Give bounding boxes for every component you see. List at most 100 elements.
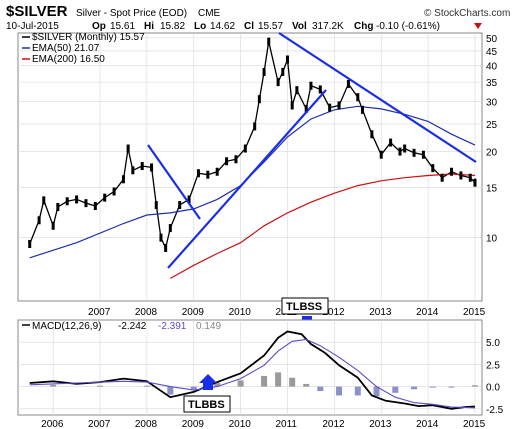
price-bar xyxy=(276,78,280,87)
chg-label: Chg xyxy=(354,21,373,32)
price-x-tick: 2015 xyxy=(463,307,486,318)
legend-ema200: EMA(200) 16.50 xyxy=(32,54,105,65)
price-y-tick: 25 xyxy=(486,120,498,131)
price-y-tick: 15 xyxy=(486,183,498,194)
price-bar xyxy=(253,122,257,131)
price-bar xyxy=(187,195,191,204)
macd-x-tick: 2011 xyxy=(275,419,297,429)
price-bar xyxy=(468,173,472,182)
macd-hist-bar xyxy=(237,380,244,387)
price-bar xyxy=(206,170,210,179)
price-bar xyxy=(370,130,374,139)
price-bar xyxy=(267,37,271,46)
price-y-tick: 30 xyxy=(486,97,498,108)
price-bar xyxy=(196,169,200,178)
legend-price: $SILVER (Monthly) 15.57 xyxy=(32,32,145,43)
macd-x-tick: 2012 xyxy=(322,419,345,429)
price-bar xyxy=(126,144,130,153)
price-bar xyxy=(243,144,247,153)
price-x-tick: 2007 xyxy=(88,307,111,318)
price-bar xyxy=(262,67,266,76)
tlbbs-bottom-box xyxy=(183,395,231,413)
price-bar xyxy=(328,103,332,112)
price-bar xyxy=(473,178,477,187)
cl-value: 15.57 xyxy=(258,21,283,32)
macd-hist-bar xyxy=(317,386,324,392)
macd-value-1: -2.242 xyxy=(118,321,147,332)
price-bar xyxy=(75,195,79,204)
macd-x-tick: 2013 xyxy=(369,419,392,429)
macd-grid xyxy=(18,320,482,415)
price-bar xyxy=(295,86,299,95)
hi-value: 15.82 xyxy=(160,21,185,32)
price-bar xyxy=(304,104,308,113)
legend-ema50: EMA(50) 21.07 xyxy=(32,43,100,54)
macd-value-2: -2.391 xyxy=(158,321,187,332)
price-x-tick: 2013 xyxy=(369,307,392,318)
macd-hist-bar xyxy=(261,375,268,387)
price-bar xyxy=(234,155,238,164)
price-bar xyxy=(150,163,154,172)
tlbbs-bottom-label: TLBBS xyxy=(188,399,225,411)
op-value: 15.61 xyxy=(110,21,135,32)
price-bar xyxy=(215,167,219,176)
price-bar xyxy=(140,162,144,171)
price-bar xyxy=(154,201,158,210)
price-x-tick: 2014 xyxy=(416,307,439,318)
price-y-tick: 20 xyxy=(486,148,498,159)
price-legend: $SILVER (Monthly) 15.57 EMA(50) 21.07 EM… xyxy=(22,32,145,65)
price-x-tick: 2012 xyxy=(322,307,345,318)
series-line-1 xyxy=(29,105,476,259)
price-bar xyxy=(389,138,393,147)
price-bar xyxy=(257,95,261,104)
macd-hist-bar xyxy=(97,385,104,387)
price-bar xyxy=(281,67,285,76)
macd-label: MACD(12,26,9) -2.242 -2.391 0.149 xyxy=(22,321,221,332)
macd-hist-bar xyxy=(336,386,343,396)
price-bar xyxy=(56,202,60,211)
symbol-title: $SILVER xyxy=(6,3,68,20)
price-bar xyxy=(412,148,416,157)
macd-hist-bar xyxy=(354,386,361,396)
price-bar xyxy=(285,55,289,64)
price-bar xyxy=(346,79,350,88)
price-bar xyxy=(403,144,407,153)
macd-hist-bar xyxy=(392,386,399,393)
chg-value: -0.10 (-0.61%) xyxy=(376,21,440,32)
macd-hist-bar xyxy=(214,383,221,387)
macd-hist-bar xyxy=(471,385,478,387)
macd-line xyxy=(29,330,476,410)
macd-y-tick: 2.5 xyxy=(486,360,500,371)
series-line-2 xyxy=(170,173,476,279)
price-bar xyxy=(431,164,435,173)
price-bar xyxy=(168,224,172,233)
trendline-rising xyxy=(167,89,327,269)
macd-x-tick: 2015 xyxy=(463,419,486,429)
price-x-tick: 2009 xyxy=(182,307,205,318)
price-y-tick: 10 xyxy=(486,234,498,245)
macd-hist-bar xyxy=(411,386,418,390)
macd-x-tick: 2008 xyxy=(135,419,158,429)
price-bar xyxy=(93,202,97,211)
price-y-axis: 50 45 40 35 30 25 20 15 10 xyxy=(486,34,498,245)
price-bar xyxy=(379,150,383,159)
price-y-tick: 35 xyxy=(486,78,498,89)
price-bar xyxy=(225,157,229,166)
macd-panel xyxy=(17,319,483,416)
price-bar xyxy=(360,105,364,114)
macd-hist-bar xyxy=(448,386,455,388)
macd-y-tick: -2.5 xyxy=(486,405,504,416)
price-bar xyxy=(450,167,454,176)
lo-label: Lo xyxy=(194,21,206,32)
price-bar xyxy=(318,85,322,94)
instrument-name: Silver - Spot Price (EOD) xyxy=(76,8,187,19)
price-y-tick: 40 xyxy=(486,62,498,73)
macd-y-tick: 5.0 xyxy=(486,338,500,349)
macd-hist-bar xyxy=(50,384,57,387)
macd-label-prefix: MACD(12,26,9) xyxy=(32,321,101,332)
macd-hist-bar xyxy=(289,377,296,387)
op-label: Op xyxy=(92,21,106,32)
price-bar xyxy=(421,150,425,159)
